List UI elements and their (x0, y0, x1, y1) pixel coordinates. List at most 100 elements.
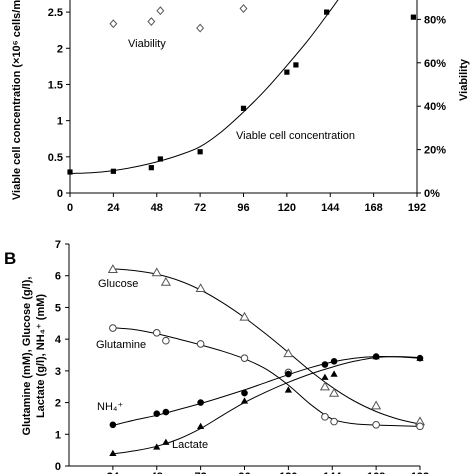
nh-point (162, 408, 170, 416)
panel-a-x-tick-label: 72 (194, 202, 206, 214)
nh-point (197, 399, 204, 406)
viable-cell-point (324, 9, 330, 15)
panel-a-x-tick-label: 192 (408, 202, 426, 214)
glutamine-point (321, 413, 329, 421)
glucose-point (329, 387, 340, 397)
nh4-annotation: NH₄⁺ (97, 401, 123, 413)
panel-a-y-tick-label: 1 (57, 116, 63, 128)
panel-a-y-tick-label: 1.5 (48, 79, 63, 91)
panel-b-plot-area: 0 1 2 3 4 5 6 7 24 48 72 96 120 144 168 192 (55, 239, 429, 474)
viable-cell-point (293, 62, 299, 68)
panel-a-x-tick-label: 120 (278, 202, 296, 214)
viability-point (156, 6, 165, 16)
glutamine-point (152, 329, 161, 337)
nh-point (321, 361, 329, 368)
panel-a-y2-tick-label: 40% (424, 101, 446, 113)
panel-b-fit-line-glutamine (112, 327, 421, 427)
panel-a-chart: 0 24 48 72 96 120 144 168 192 0 0.5 1 1.5 2 2.5 0% 20% 40… (11, 0, 470, 214)
panel-b-y-axis-title-line-1: Glutamine (mM), Glucose (g/l), (21, 277, 33, 436)
panel-a-x-tick-label: 48 (151, 202, 163, 214)
panel-b-x-tick-label: 168 (367, 471, 385, 474)
panel-a-y-tick-label: 0.5 (48, 152, 63, 164)
lactate-point (330, 370, 338, 377)
panel-b-y-tick-label: 5 (55, 302, 61, 314)
glucose-point (239, 311, 250, 321)
glucose-point (160, 276, 171, 286)
viability-point (109, 19, 118, 29)
glutamine-point (196, 340, 205, 348)
glutamine-point (416, 422, 424, 431)
glutamine-point (330, 417, 338, 426)
glutamine-point (162, 336, 170, 345)
panel-a-y2-axis-title: Viability (458, 58, 470, 101)
nh-point (285, 370, 292, 378)
viable-cell-point (284, 69, 290, 75)
panel-b-x-tick-label: 120 (279, 471, 297, 474)
panel-a-x-tick-label: 24 (107, 202, 120, 214)
glutamine-annotation: Glutamine (96, 339, 146, 351)
panel-b-y-axis-title-line-2: Lactate (g/l), NH₄⁺ (mM) (35, 294, 47, 418)
viable-cell-point (410, 14, 416, 20)
nh-point (330, 358, 338, 365)
lactate-point (284, 386, 292, 393)
panel-b-x-tick-label: 72 (195, 471, 207, 474)
panel-a-y2-tick-label: 60% (424, 58, 446, 70)
panel-b-x-tick-label: 192 (411, 471, 429, 474)
lactate-annotation: Lactate (172, 439, 208, 451)
panel-a-fit-line (69, 0, 339, 174)
panel-b-y-tick-label: 7 (55, 239, 61, 251)
glucose-point (371, 400, 382, 410)
panel-a-y2-tick-label: 80% (424, 14, 446, 26)
glutamine-point (240, 354, 249, 362)
glutamine-point (109, 324, 117, 332)
viable-cell-point (157, 156, 163, 162)
nh-point (241, 389, 248, 397)
panel-b-letter: B (4, 249, 16, 268)
panel-a-x-tick-label: 144 (321, 202, 340, 214)
panel-b-x-tick-label: 48 (151, 471, 163, 474)
viable-cell-point (148, 165, 154, 171)
glucose-point (107, 264, 118, 274)
viable-cell-point (110, 168, 116, 174)
panel-a-y-tick-label: 0 (57, 188, 63, 200)
panel-b-y-tick-label: 0 (55, 461, 61, 473)
panel-a-x-tick-label: 96 (237, 202, 249, 214)
glutamine-point (372, 420, 380, 429)
panel-b-fit-line-glucose (112, 268, 421, 425)
nh-point (153, 410, 161, 417)
panel-a-y-tick-label: 2 (57, 43, 63, 55)
glucose-annotation: Glucose (98, 278, 138, 290)
lactate-point (109, 449, 117, 457)
viability-point (196, 23, 205, 33)
viable-cell-point (240, 105, 247, 111)
panel-a-x-tick-label: 0 (67, 202, 73, 214)
panel-b-chart: B 0 1 2 3 4 5 6 7 24 48 72 96 120 144 168 192 Glutamine… (4, 239, 429, 474)
lactate-point (372, 352, 380, 360)
panel-b-y-tick-label: 2 (55, 398, 61, 410)
lactate-point (416, 354, 424, 361)
viable-cell-point (197, 149, 203, 155)
lactate-point (321, 373, 329, 380)
panel-b-x-tick-label: 24 (107, 471, 120, 474)
panel-b-y-tick-label: 1 (55, 429, 61, 441)
lactate-point (240, 397, 249, 404)
viability-point (239, 4, 248, 13)
glucose-point (283, 348, 294, 358)
nh-point (109, 421, 117, 429)
lactate-point (162, 438, 170, 445)
panel-b-y-tick-label: 4 (55, 334, 62, 346)
panel-b-x-tick-label: 144 (323, 471, 342, 474)
glucose-point (319, 381, 330, 391)
glucose-point (151, 267, 162, 277)
panel-a-y2-tick-label: 0% (424, 188, 440, 200)
lactate-point (197, 422, 205, 430)
panel-b-y-tick-label: 6 (55, 271, 61, 283)
panel-a-y2-tick-label: 20% (424, 145, 446, 157)
panel-a-y-tick-label: 2.5 (48, 7, 63, 19)
viable-cell-concentration-annotation: Viable cell concentration (236, 130, 355, 142)
panel-b-y-tick-label: 3 (55, 366, 61, 378)
panel-a-plot-area: 0 24 48 72 96 120 144 168 192 0 0.5 1 1.5 2 2.5 0% 20% 40… (48, 0, 446, 214)
panel-a-y-axis-title: Viable cell concentration (×10⁶ cells/m (11, 0, 23, 200)
panel-b-x-tick-label: 96 (238, 471, 250, 474)
